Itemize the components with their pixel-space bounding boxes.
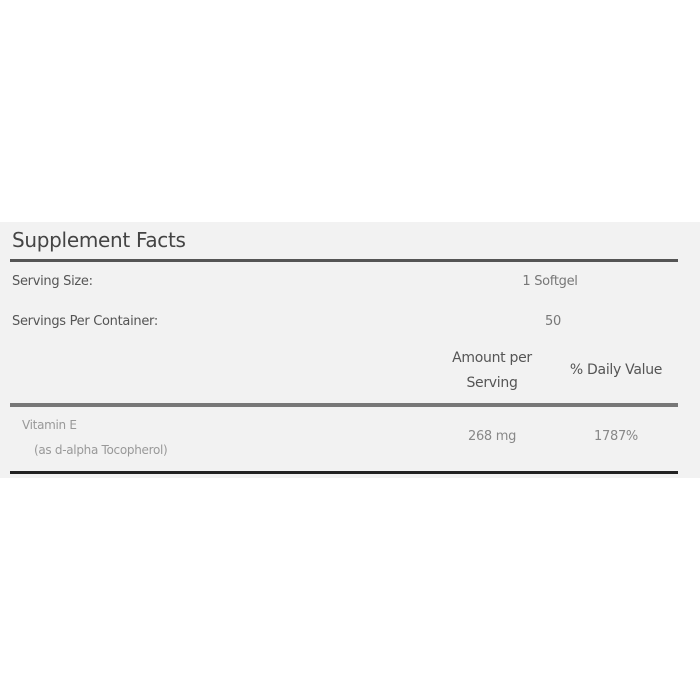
servings-per-container-label: Servings Per Container:: [12, 314, 158, 329]
nutrient-detail: (as d-alpha Tocopherol): [34, 443, 168, 457]
divider-top: [10, 259, 678, 262]
serving-size-value: 1 Softgel: [522, 274, 578, 289]
nutrient-amount: 268 mg: [467, 429, 517, 444]
divider-header: [10, 403, 678, 407]
daily-value-header: % Daily Value: [569, 362, 663, 378]
nutrient-daily-value: 1787%: [594, 429, 638, 444]
supplement-facts-panel: [0, 222, 700, 478]
divider-bottom: [10, 471, 678, 474]
nutrient-name: Vitamin E: [22, 418, 77, 432]
serving-size-label: Serving Size:: [12, 274, 93, 289]
panel-title: Supplement Facts: [12, 228, 186, 252]
amount-per-serving-header: Amount per Serving: [452, 350, 532, 391]
servings-per-container-value: 50: [545, 314, 561, 329]
